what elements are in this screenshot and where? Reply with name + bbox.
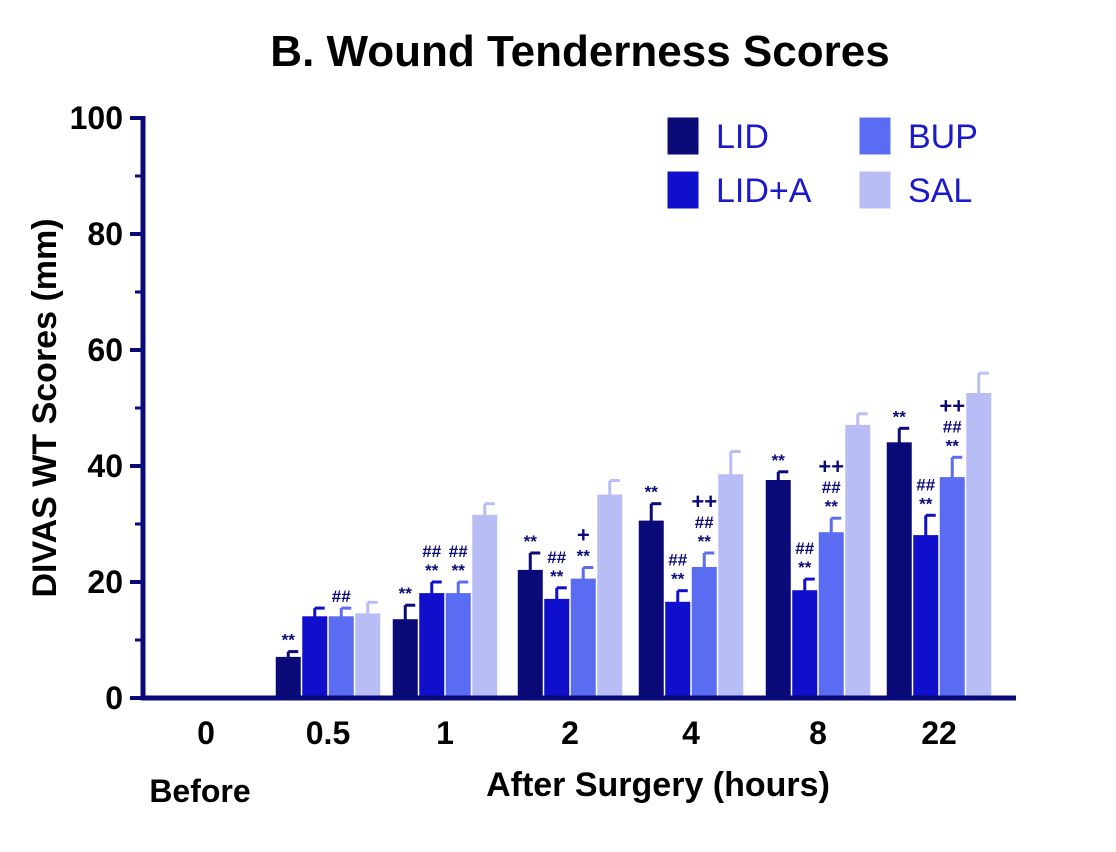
significance-annotation: ** — [671, 570, 685, 589]
bar-lid-8 — [765, 480, 791, 699]
significance-annotation: ** — [282, 631, 296, 650]
bar-sal-8 — [845, 424, 871, 699]
legend-swatch-bup — [859, 117, 891, 155]
significance-annotation: ## — [547, 548, 566, 567]
bar-bup-2 — [570, 578, 596, 699]
y-tick-label: 40 — [87, 448, 123, 484]
legend-label-lid: LID — [716, 118, 769, 156]
y-tick-label: 0 — [105, 680, 123, 716]
bar-bup-0-5 — [328, 616, 354, 699]
significance-annotation: ** — [399, 584, 413, 603]
significance-annotation: ++ — [818, 454, 844, 479]
significance-annotation: ** — [577, 547, 591, 566]
significance-annotation: ** — [550, 567, 564, 586]
significance-annotation: ## — [332, 587, 351, 606]
y-tick-label: 20 — [87, 564, 123, 600]
legend: LID LID+A BUP SAL — [667, 117, 978, 210]
bar-sal-0-5 — [355, 613, 381, 699]
y-tick-label: 100 — [70, 100, 123, 136]
significance-annotation: ## — [449, 542, 468, 561]
significance-annotation: ** — [798, 558, 812, 577]
significance-annotation: ** — [452, 561, 466, 580]
bar-sal-2 — [597, 494, 623, 699]
bar-lida-4 — [665, 601, 691, 699]
bar-bup-1 — [445, 593, 471, 699]
significance-annotation: ** — [946, 436, 960, 455]
bar-lid-22 — [886, 442, 912, 699]
bar-sal-1 — [472, 514, 498, 699]
bar-lida-1 — [419, 593, 445, 699]
bar-lida-0-5 — [302, 616, 328, 699]
bar-lida-22 — [913, 535, 939, 699]
significance-annotation: ## — [668, 551, 687, 570]
significance-annotation: ** — [772, 451, 786, 470]
x-tick-label: 1 — [436, 715, 454, 751]
significance-annotation: ## — [422, 542, 441, 561]
significance-annotation: ## — [822, 478, 841, 497]
legend-label-bup: BUP — [908, 118, 978, 156]
x-axis-label: After Surgery (hours) — [486, 766, 830, 804]
x-tick-label: 4 — [682, 715, 700, 751]
x-tick-label: 8 — [809, 715, 827, 751]
bar-bup-22 — [939, 477, 965, 699]
significance-annotation: ** — [825, 497, 839, 516]
y-axis-label: DIVAS WT Scores (mm) — [26, 218, 64, 597]
significance-annotation: ## — [695, 513, 714, 532]
bar-lida-2 — [544, 598, 570, 699]
x-tick-label: 2 — [561, 715, 579, 751]
legend-label-lida: LID+A — [716, 172, 812, 210]
x-tick-label: 22 — [921, 715, 957, 751]
bar-bup-8 — [818, 532, 844, 699]
bar-lida-8 — [792, 590, 818, 699]
y-tick-label: 60 — [87, 332, 123, 368]
bar-lid-0-5 — [275, 656, 301, 699]
significance-annotation: ++ — [939, 393, 965, 418]
x-tick-label: 0.5 — [306, 715, 350, 751]
significance-annotation: ## — [943, 417, 962, 436]
bar-lid-4 — [638, 520, 664, 699]
significance-annotation: ## — [916, 475, 935, 494]
significance-annotation: + — [577, 523, 590, 548]
y-tick-label: 80 — [87, 216, 123, 252]
significance-annotation: ++ — [691, 489, 717, 514]
significance-annotation: ** — [425, 561, 439, 580]
significance-annotation: ** — [645, 483, 659, 502]
legend-swatch-lida — [667, 171, 699, 209]
bar-sal-22 — [966, 393, 992, 699]
significance-annotation: ** — [919, 494, 933, 513]
plot-area: **## **##**##****##**+****##**++##****##*… — [70, 100, 1016, 751]
bar-sal-4 — [718, 474, 744, 699]
legend-swatch-lid — [667, 117, 699, 155]
x-tick-label: 0 — [197, 715, 215, 751]
chart-title: B. Wound Tenderness Scores — [270, 27, 889, 76]
before-label: Before — [149, 773, 250, 809]
bar-lid-2 — [517, 569, 543, 699]
significance-annotation: ** — [698, 532, 712, 551]
legend-label-sal: SAL — [908, 172, 972, 210]
legend-swatch-sal — [859, 171, 891, 209]
significance-annotation: ** — [524, 532, 538, 551]
bar-lid-1 — [392, 619, 418, 699]
significance-annotation: ** — [893, 407, 907, 426]
significance-annotation: ## — [795, 539, 814, 558]
bar-bup-4 — [691, 567, 717, 699]
